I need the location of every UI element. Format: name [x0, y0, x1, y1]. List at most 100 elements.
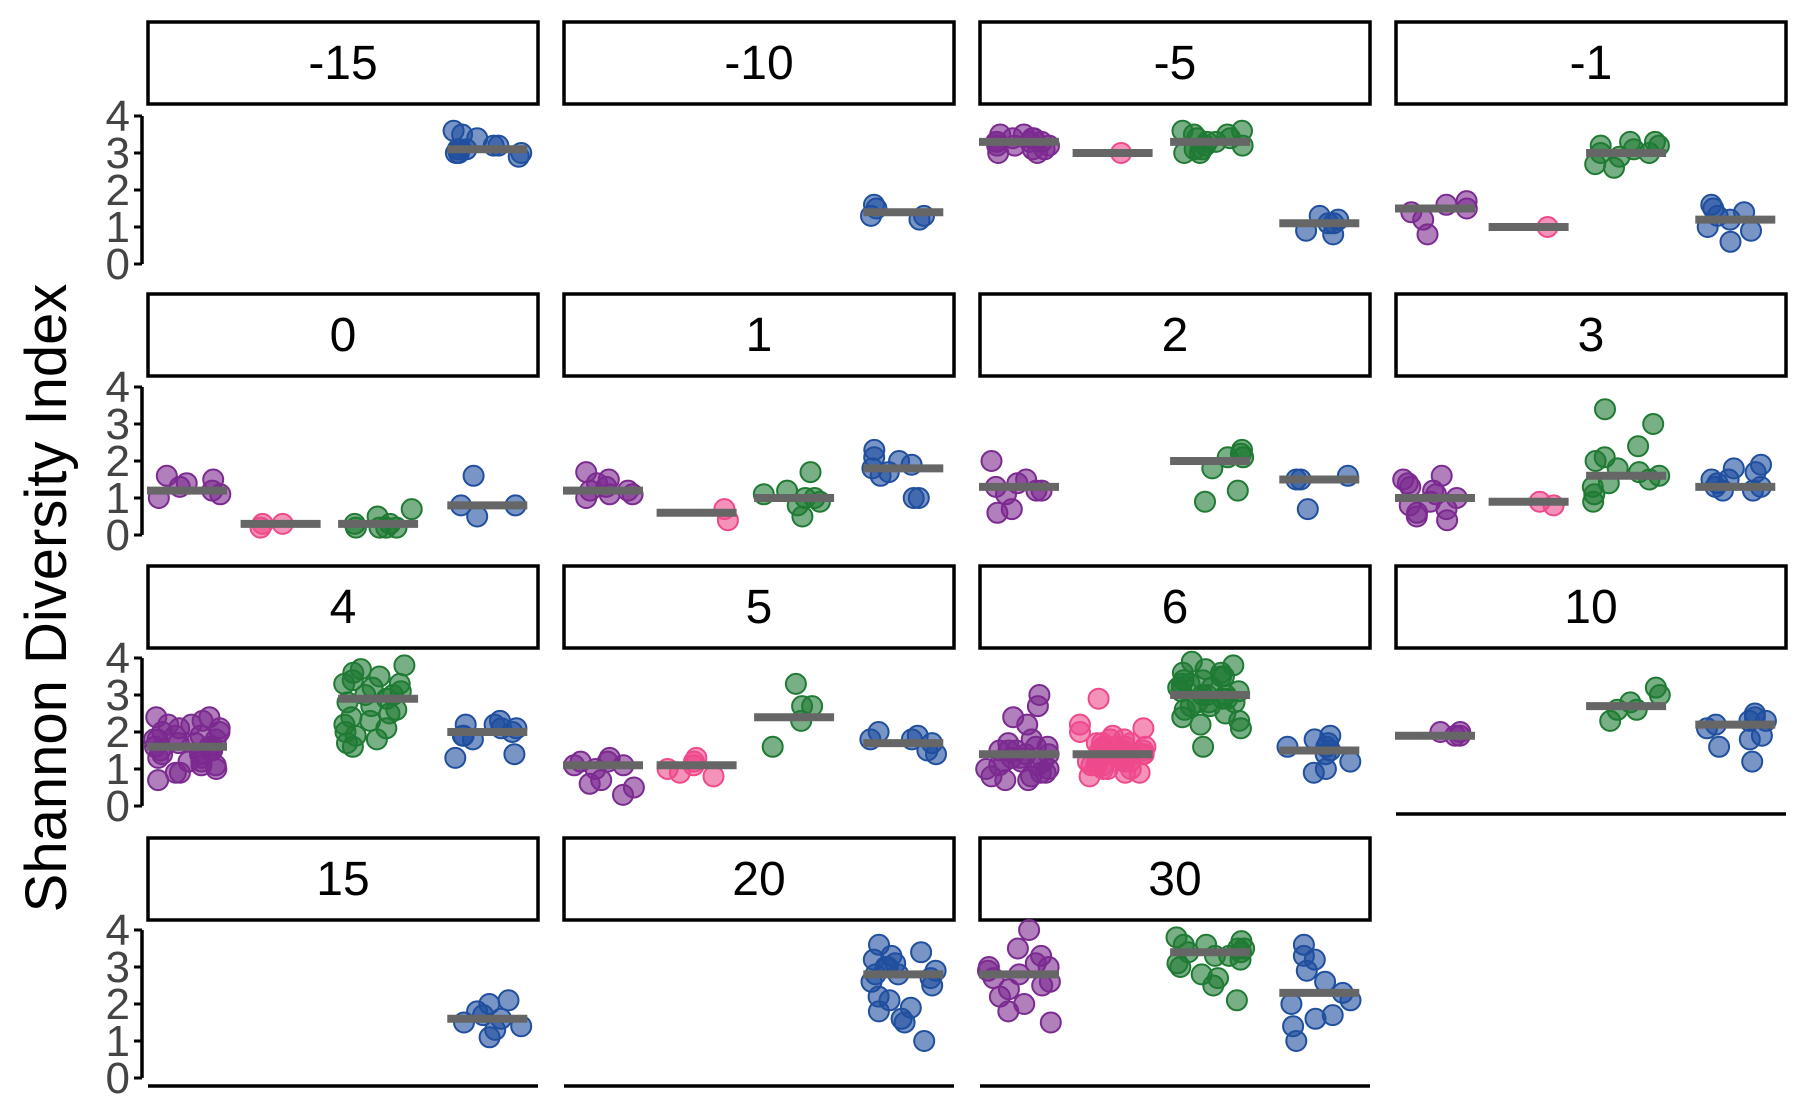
y-tick-label: 0 [106, 1054, 130, 1103]
data-point [462, 464, 485, 487]
facet-strip [978, 292, 1372, 378]
data-point [1339, 750, 1362, 773]
y-tick-label: 4 [106, 906, 130, 955]
data-point [1189, 713, 1212, 736]
facet-panel: 6 [975, 564, 1372, 792]
data-point [980, 450, 1003, 472]
data-point [1296, 498, 1319, 521]
facet-strip-label: 10 [1564, 581, 1617, 634]
y-axis-label: Shannon Diversity Index [14, 284, 79, 913]
data-point [1584, 450, 1607, 472]
data-point [1594, 398, 1616, 421]
facet-strip [562, 564, 956, 650]
data-point [1708, 735, 1731, 758]
data-point [1700, 193, 1723, 216]
facet-strip-label: 3 [1578, 309, 1605, 362]
facet-panel: -1 [1394, 20, 1788, 253]
data-point [913, 1030, 936, 1052]
data-point [1024, 952, 1047, 975]
data-point [1740, 219, 1762, 242]
facet-strip [562, 836, 956, 922]
facet-panel: -5 [978, 20, 1372, 246]
data-point [1396, 472, 1419, 495]
facet-strip [978, 20, 1372, 106]
data-point [1087, 687, 1110, 710]
facet-strip-label: 1 [746, 309, 773, 362]
data-point [1006, 937, 1029, 960]
data-point [1000, 498, 1023, 521]
facet-strip-label: -5 [1154, 37, 1197, 90]
data-point [1304, 1007, 1327, 1030]
data-point [1039, 1011, 1062, 1034]
data-point [910, 941, 933, 964]
data-point [1207, 967, 1229, 990]
data-point [1582, 490, 1605, 513]
data-point [208, 717, 231, 740]
y-tick-label: 1 [106, 474, 130, 523]
data-point [1741, 750, 1764, 773]
facet-strip-label: 0 [330, 309, 357, 362]
data-point [784, 672, 807, 695]
data-point [791, 505, 814, 528]
y-tick-label: 3 [106, 400, 130, 449]
data-point [799, 461, 822, 484]
facet-strip [1394, 20, 1788, 106]
data-point [1642, 413, 1665, 435]
data-point [622, 776, 645, 799]
y-tick-label: 2 [106, 980, 130, 1029]
data-point [1619, 130, 1642, 153]
data-point [1603, 156, 1625, 179]
facet-strip [146, 564, 540, 650]
data-point [702, 765, 725, 788]
facet-strip-label: 5 [746, 581, 773, 634]
data-point [1430, 464, 1453, 487]
facet-strip [146, 20, 540, 106]
data-point [444, 746, 467, 769]
facet-strip-label: 30 [1148, 853, 1201, 906]
facet-strip [978, 836, 1372, 922]
data-point [155, 464, 178, 487]
facet-panel: 30 [977, 836, 1372, 1088]
data-point [997, 978, 1020, 1001]
facet-panel: 3 [1392, 292, 1788, 532]
data-point [393, 654, 416, 677]
data-point [359, 709, 382, 732]
data-point [1599, 709, 1622, 732]
facet-strip-label: 20 [732, 853, 785, 906]
data-point [1292, 944, 1315, 967]
y-tick-label: 3 [106, 943, 130, 992]
data-point [1738, 728, 1761, 751]
facet-panel: 5 [562, 564, 956, 806]
data-point [925, 743, 947, 766]
data-point [497, 989, 520, 1012]
data-point [1226, 479, 1249, 502]
data-point [1068, 713, 1091, 736]
y-tick-label: 1 [106, 745, 130, 794]
data-point [878, 989, 901, 1012]
facet-panel: -10 [562, 20, 956, 231]
facet-strip-label: 4 [330, 581, 357, 634]
facet-strip [1394, 564, 1788, 650]
data-point [1231, 119, 1253, 142]
data-point [466, 505, 489, 528]
facet-strip-label: -1 [1570, 37, 1613, 90]
data-point [1314, 970, 1337, 993]
data-point [1192, 735, 1215, 758]
data-point [997, 1000, 1020, 1023]
data-point [1435, 498, 1458, 521]
facet-strip-label: 2 [1162, 309, 1189, 362]
y-tick-label: 1 [106, 1017, 130, 1066]
data-point [1282, 1015, 1305, 1038]
facet-panel: 1 [562, 292, 956, 532]
y-tick-label: 2 [106, 437, 130, 486]
y-tick-label: 0 [106, 511, 130, 560]
data-point [342, 661, 365, 684]
data-point [1194, 490, 1216, 513]
data-point [400, 498, 423, 521]
y-tick-label: 3 [106, 129, 130, 178]
facet-strip-label: 15 [316, 853, 369, 906]
data-point [1322, 223, 1345, 246]
data-point [578, 772, 601, 795]
